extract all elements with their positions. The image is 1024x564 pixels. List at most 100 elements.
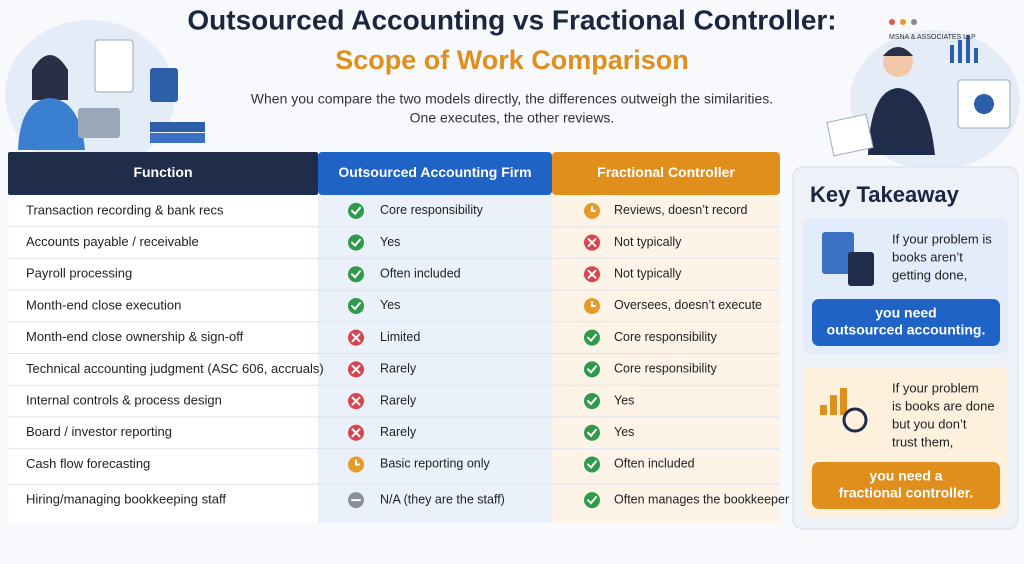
status-icon xyxy=(584,456,600,473)
column-header-text: Function xyxy=(133,164,192,180)
title: Outsourced Accounting vs Fractional Cont… xyxy=(187,4,836,35)
status-icon xyxy=(584,266,600,283)
status-icon xyxy=(584,361,600,378)
fractional-cell: Yes xyxy=(614,425,634,439)
icon-circle xyxy=(348,234,364,251)
icon-circle xyxy=(584,393,600,410)
icon-glyph xyxy=(587,428,597,438)
icon-circle xyxy=(348,266,364,283)
card-icon xyxy=(830,395,837,415)
status-icon xyxy=(348,361,364,378)
icon-circle xyxy=(584,329,600,346)
status-icon xyxy=(348,234,364,251)
outsourced-cell: Yes xyxy=(380,298,400,312)
intro-line: When you compare the two models directly… xyxy=(251,91,773,107)
outsourced-cell: N/A (they are the staff) xyxy=(380,492,505,506)
icon-circle xyxy=(584,456,600,473)
icon-glyph xyxy=(351,301,361,311)
outsourced-cell: Yes xyxy=(380,235,400,249)
fractional-cell: Not typically xyxy=(614,267,682,281)
icon-glyph xyxy=(587,365,597,374)
function-cell: Accounts payable / receivable xyxy=(26,234,199,249)
status-icon xyxy=(584,202,600,219)
icon-glyph xyxy=(351,364,361,374)
icon-glyph xyxy=(587,496,597,505)
card-icon xyxy=(840,388,847,415)
function-cell: Transaction recording & bank recs xyxy=(26,202,224,217)
status-icon xyxy=(348,424,364,441)
card-text: If your problem xyxy=(892,380,979,395)
status-icon xyxy=(584,492,600,509)
icon-circle xyxy=(584,361,600,378)
icon-glyph xyxy=(587,397,597,406)
comparison-table: Function Outsourced Accounting Firm Fracti… xyxy=(8,152,789,523)
icon-circle xyxy=(584,424,600,441)
card-text: but you don’t xyxy=(892,416,967,431)
column-header xyxy=(552,152,780,195)
icon-glyph xyxy=(351,396,361,406)
outsourced-cell: Basic reporting only xyxy=(380,457,491,471)
right-illustration xyxy=(826,19,1020,170)
icon-circle xyxy=(348,297,364,314)
outsourced-cell: Often included xyxy=(380,267,461,281)
function-cell: Hiring/managing bookkeeping staff xyxy=(26,492,226,507)
fractional-cell: Oversees, doesn’t execute xyxy=(614,298,762,312)
icon-glyph xyxy=(591,300,596,307)
icon-glyph xyxy=(587,460,597,469)
icon-glyph xyxy=(351,238,361,248)
status-icon xyxy=(584,393,600,410)
fractional-cell: Reviews, doesn’t record xyxy=(614,203,747,217)
function-cell: Month-end close ownership & sign-off xyxy=(26,329,244,344)
outsourced-cell: Rarely xyxy=(380,362,417,376)
subtitle-title: Scope of Work Comparison xyxy=(335,45,689,75)
outsourced-cell: Core responsibility xyxy=(380,203,484,217)
icon-glyph xyxy=(587,269,597,279)
left-illustration xyxy=(5,20,205,170)
status-icon xyxy=(584,424,600,441)
card-button-text: you need a xyxy=(869,468,942,484)
function-cell: Board / investor reporting xyxy=(26,424,172,439)
column-body xyxy=(8,195,318,523)
card-button xyxy=(812,299,1000,346)
status-icon xyxy=(348,393,364,410)
status-icon xyxy=(584,329,600,346)
column-header xyxy=(318,152,552,195)
status-icon xyxy=(348,329,364,346)
fractional-cell: Often included xyxy=(614,457,695,471)
icon-glyph xyxy=(351,428,361,438)
outsourced-cell: Limited xyxy=(380,330,420,344)
card-text: is books are done xyxy=(892,398,995,413)
status-icon xyxy=(348,456,364,473)
intro-line: One executes, the other reviews. xyxy=(410,110,615,126)
card-icon xyxy=(842,407,868,433)
status-icon xyxy=(348,492,364,509)
outsourced-cell: Rarely xyxy=(380,393,417,407)
icon-glyph xyxy=(351,333,361,343)
fractional-cell: Yes xyxy=(614,393,634,407)
icon-glyph xyxy=(351,206,361,216)
card-text: books aren’t xyxy=(892,249,963,264)
card-icon xyxy=(820,405,827,415)
card-button xyxy=(812,462,1000,509)
fractional-cell: Often manages the bookkeeper xyxy=(614,492,789,506)
fractional-cell: Core responsibility xyxy=(614,330,718,344)
status-icon xyxy=(348,297,364,314)
status-icon xyxy=(348,202,364,219)
fractional-cell: Not typically xyxy=(614,235,682,249)
card-button-text: you need xyxy=(875,305,936,321)
icon-glyph xyxy=(587,238,597,248)
column-header-text: Fractional Controller xyxy=(597,164,735,180)
function-cell: Payroll processing xyxy=(26,266,132,281)
icon-glyph xyxy=(355,459,360,466)
icon-glyph xyxy=(351,270,361,279)
status-icon xyxy=(584,297,600,314)
card-icon xyxy=(822,232,854,274)
card-button-text: outsourced accounting. xyxy=(827,322,986,338)
logo-text: MSNA & ASSOCIATES LLP xyxy=(889,34,976,41)
card-text: trust them, xyxy=(892,434,953,449)
status-icon xyxy=(348,266,364,283)
card-icon xyxy=(848,252,874,286)
column-header xyxy=(8,152,318,195)
outsourced-cell: Rarely xyxy=(380,425,417,439)
